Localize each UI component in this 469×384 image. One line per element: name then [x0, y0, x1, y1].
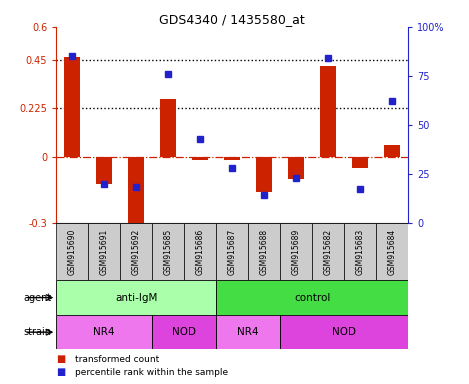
Title: GDS4340 / 1435580_at: GDS4340 / 1435580_at — [159, 13, 305, 26]
Bar — [216, 280, 408, 315]
Bar — [56, 280, 216, 315]
Bar — [280, 315, 408, 349]
Text: GSM915683: GSM915683 — [356, 228, 364, 275]
Bar — [160, 99, 176, 157]
Text: control: control — [294, 293, 330, 303]
Text: anti-IgM: anti-IgM — [115, 293, 158, 303]
Text: agent: agent — [23, 293, 52, 303]
Bar — [376, 223, 408, 280]
Bar — [216, 223, 248, 280]
Text: ■: ■ — [56, 354, 66, 364]
Bar — [56, 223, 88, 280]
Text: GSM915687: GSM915687 — [227, 228, 237, 275]
Text: NOD: NOD — [332, 327, 356, 337]
Bar — [96, 157, 112, 184]
Bar — [56, 315, 152, 349]
Bar — [312, 223, 344, 280]
Bar — [320, 66, 336, 157]
Text: GSM915692: GSM915692 — [132, 228, 141, 275]
Bar — [120, 223, 152, 280]
Text: NR4: NR4 — [93, 327, 115, 337]
Bar — [352, 157, 368, 168]
Bar — [224, 157, 240, 160]
Bar — [344, 223, 376, 280]
Bar — [280, 223, 312, 280]
Text: percentile rank within the sample: percentile rank within the sample — [75, 368, 228, 377]
Text: GSM915688: GSM915688 — [260, 228, 269, 275]
Bar — [152, 223, 184, 280]
Bar — [288, 157, 304, 179]
Bar — [64, 57, 80, 157]
Text: GSM915684: GSM915684 — [387, 228, 397, 275]
Bar — [192, 157, 208, 160]
Text: NOD: NOD — [172, 327, 196, 337]
Text: transformed count: transformed count — [75, 354, 159, 364]
Text: GSM915690: GSM915690 — [68, 228, 77, 275]
Bar — [216, 315, 280, 349]
Text: GSM915686: GSM915686 — [196, 228, 204, 275]
Bar — [248, 223, 280, 280]
Bar — [184, 223, 216, 280]
Text: NR4: NR4 — [237, 327, 259, 337]
Bar — [384, 146, 400, 157]
Bar — [256, 157, 272, 192]
Text: GSM915691: GSM915691 — [100, 228, 109, 275]
Bar — [128, 157, 144, 227]
Bar — [88, 223, 120, 280]
Text: GSM915685: GSM915685 — [164, 228, 173, 275]
Text: ■: ■ — [56, 367, 66, 377]
Text: GSM915689: GSM915689 — [292, 228, 301, 275]
Bar — [152, 315, 216, 349]
Text: strain: strain — [23, 327, 52, 337]
Text: GSM915682: GSM915682 — [324, 228, 333, 275]
